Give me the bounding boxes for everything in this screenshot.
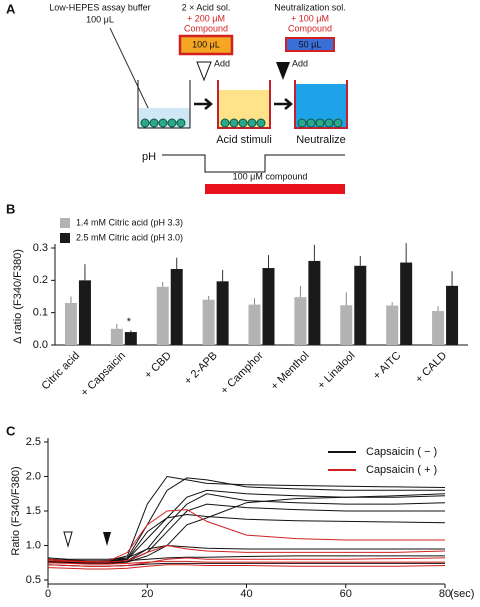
x-tick-label: + CALD <box>413 350 449 386</box>
cells <box>140 118 343 128</box>
bar <box>446 285 459 345</box>
x-tick-label: + Camphor <box>218 349 265 396</box>
y-tick-label: 0.3 <box>33 242 48 254</box>
legend-label: Capsaicin ( − ) <box>366 446 437 458</box>
pipette-line <box>109 27 151 113</box>
label: 100 μM compound <box>233 171 308 181</box>
y-tick-label: 2.0 <box>26 470 41 482</box>
x-axis-label: (sec) <box>450 588 474 600</box>
legend-label: 2.5 mM Citric acid (pH 3.0) <box>76 232 183 242</box>
y-tick-label: 2.5 <box>26 436 41 448</box>
bar <box>216 281 229 345</box>
y-axis-label: Δ ratio (F340/F380) <box>12 249 24 344</box>
bar <box>110 328 123 345</box>
legend-label: 1.4 mM Citric acid (pH 3.3) <box>76 217 183 227</box>
legend-swatch <box>60 233 70 243</box>
neutral-box <box>285 37 335 52</box>
legend-swatch <box>60 218 70 228</box>
x-tick-label: + Menthol <box>269 350 312 393</box>
bar <box>400 262 413 345</box>
y-tick-label: 1.5 <box>26 505 41 517</box>
bar <box>124 332 137 345</box>
x-tick-label: Citric acid <box>39 350 82 393</box>
x-tick-label: 40 <box>240 588 252 600</box>
x-tick-label: 20 <box>141 588 153 600</box>
x-tick-label: 60 <box>340 588 352 600</box>
bar <box>202 299 215 345</box>
y-tick-label: 0.0 <box>33 339 48 351</box>
x-tick-label: + AITC <box>371 350 404 383</box>
bar <box>354 265 367 345</box>
label: 100 μL <box>86 14 114 24</box>
ph-line <box>162 154 345 173</box>
bar <box>262 268 275 345</box>
label: Add <box>292 58 308 68</box>
bar <box>308 260 321 345</box>
label: Neutralization sol. <box>274 2 346 12</box>
panel-label: C <box>6 423 16 438</box>
bar <box>386 305 399 345</box>
x-tick-label: + Linalool <box>315 350 357 392</box>
bar <box>432 311 445 345</box>
y-tick-label: 1.0 <box>26 539 41 551</box>
x-tick-label: + 2-APB <box>182 350 220 388</box>
add-arrow <box>196 61 212 82</box>
bar <box>156 286 169 345</box>
panel-label: A <box>6 1 16 16</box>
bar <box>64 302 77 345</box>
legend-label: Capsaicin ( + ) <box>366 464 437 476</box>
label: 100 μL <box>192 39 220 49</box>
well <box>294 80 348 129</box>
bar <box>78 280 91 345</box>
bar <box>294 297 307 345</box>
label: Compound <box>184 23 228 33</box>
label: Acid stimuli <box>216 134 272 146</box>
trace <box>47 544 445 560</box>
trace <box>47 503 445 564</box>
trace <box>47 564 446 570</box>
y-tick-label: 0.2 <box>33 274 48 286</box>
annotation: * <box>127 316 132 328</box>
panel-label: B <box>6 201 15 216</box>
bar <box>248 304 261 345</box>
well <box>137 80 191 129</box>
label: Low-HEPES assay buffer <box>49 2 150 12</box>
label: Add <box>214 58 230 68</box>
label: + 100 μM <box>291 13 329 23</box>
x-tick-label: + CBD <box>142 350 174 382</box>
arrow <box>194 98 293 110</box>
well <box>217 80 271 129</box>
trace <box>47 509 445 562</box>
trace <box>48 493 446 564</box>
label: Compound <box>288 23 332 33</box>
event-marker <box>63 531 73 548</box>
label: 2 × Acid sol. <box>182 2 231 12</box>
label: pH <box>142 151 156 163</box>
y-tick-label: 0.1 <box>33 307 48 319</box>
acid-box <box>178 34 234 56</box>
trace <box>47 560 445 565</box>
label: + 200 μM <box>187 13 225 23</box>
bar <box>170 269 183 345</box>
y-axis-label: Ratio (F340/F380) <box>10 466 22 555</box>
compound-bar <box>205 184 345 194</box>
trace <box>47 557 446 567</box>
label: Neutralize <box>296 134 346 146</box>
trace <box>47 544 446 563</box>
x-tick-label: + Capsaicin <box>79 350 128 399</box>
add-arrow <box>276 62 290 80</box>
y-tick-label: 0.5 <box>26 574 41 586</box>
label: 50 μL <box>299 39 322 49</box>
x-tick-label: 80 <box>439 588 451 600</box>
x-tick-label: 0 <box>45 588 51 600</box>
event-marker <box>103 532 111 546</box>
bar <box>340 305 353 345</box>
